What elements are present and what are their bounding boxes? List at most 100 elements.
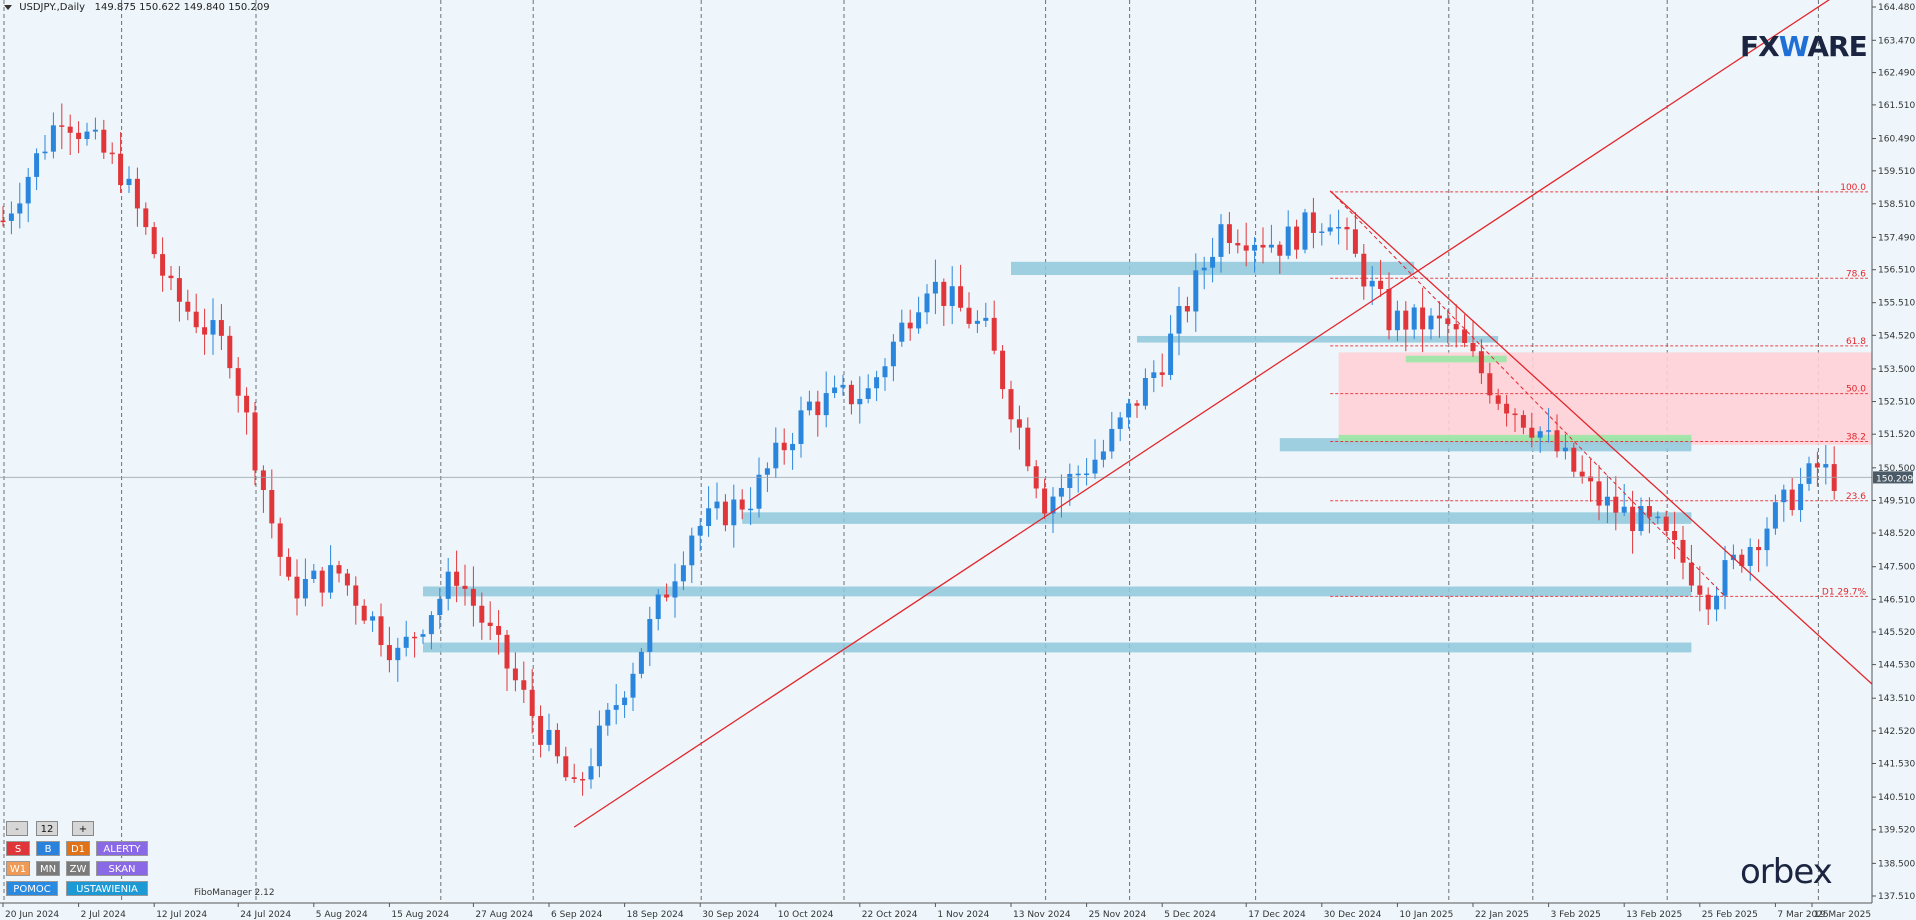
candle-body bbox=[1747, 546, 1753, 566]
y-tick-label: 142.520 bbox=[1878, 727, 1915, 737]
collapse-icon[interactable] bbox=[4, 4, 12, 10]
x-tick-label: 5 Dec 2024 bbox=[1164, 910, 1216, 920]
pomoc-button[interactable]: POMOC bbox=[6, 881, 58, 896]
y-tick-label: 150.500 bbox=[1878, 464, 1915, 474]
decrease-button[interactable]: - bbox=[6, 821, 28, 836]
candle-body bbox=[1109, 428, 1115, 452]
candle-body bbox=[806, 401, 812, 411]
candle-body bbox=[218, 320, 224, 336]
candle-body bbox=[67, 126, 73, 133]
y-tick-label: 156.510 bbox=[1878, 266, 1915, 276]
candle-body bbox=[647, 619, 653, 652]
candle-body bbox=[210, 320, 216, 335]
candle-body bbox=[865, 388, 871, 399]
mn-button[interactable]: MN bbox=[36, 861, 60, 876]
candle-body bbox=[1235, 243, 1241, 246]
pink-zone bbox=[1338, 352, 1877, 445]
candle-body bbox=[1436, 315, 1442, 319]
x-tick-label: 7 Mar 2025 bbox=[1777, 910, 1828, 920]
x-tick-label: 27 Aug 2024 bbox=[475, 910, 533, 920]
candle-body bbox=[328, 565, 334, 593]
candle-body bbox=[563, 756, 569, 778]
candle-body bbox=[1697, 585, 1703, 595]
candle-body bbox=[395, 647, 401, 661]
candle-body bbox=[454, 571, 460, 586]
increase-button[interactable]: + bbox=[72, 821, 94, 836]
candle-body bbox=[706, 508, 712, 526]
period-value[interactable]: 12 bbox=[36, 821, 58, 836]
zw-button[interactable]: ZW bbox=[66, 861, 90, 876]
candle-body bbox=[1252, 244, 1258, 251]
candle-body bbox=[1428, 315, 1434, 330]
candle-body bbox=[8, 213, 14, 221]
candle-body bbox=[420, 634, 426, 637]
candle-body bbox=[1142, 377, 1148, 406]
candle-body bbox=[1285, 226, 1291, 256]
x-tick-label: 15 Aug 2024 bbox=[391, 910, 449, 920]
candle-body bbox=[1319, 231, 1325, 234]
d1-button[interactable]: D1 bbox=[66, 841, 90, 856]
green-zone bbox=[1338, 434, 1692, 442]
candle-body bbox=[1504, 403, 1510, 414]
candle-body bbox=[311, 570, 317, 579]
fib-level-label: 23.6 bbox=[1846, 492, 1866, 502]
x-tick-label: 13 Feb 2025 bbox=[1626, 910, 1682, 920]
candle-body bbox=[244, 395, 250, 413]
candle-body bbox=[1596, 481, 1602, 506]
candle-body bbox=[1714, 595, 1720, 610]
buy-button[interactable]: B bbox=[36, 841, 60, 856]
candle-body bbox=[487, 622, 493, 626]
candle-body bbox=[470, 588, 476, 606]
candle-body bbox=[857, 398, 863, 405]
sr-zone bbox=[1137, 335, 1499, 343]
sell-button[interactable]: S bbox=[6, 841, 30, 856]
candle-body bbox=[496, 625, 502, 635]
ustawienia-button[interactable]: USTAWIENIA bbox=[66, 881, 148, 896]
candle-body bbox=[479, 605, 485, 623]
candle-body bbox=[1042, 488, 1048, 514]
sr-zone bbox=[742, 512, 1692, 524]
candle-body bbox=[1084, 473, 1090, 476]
candle-body bbox=[428, 615, 434, 635]
candle-body bbox=[403, 636, 409, 648]
candle-body bbox=[874, 377, 880, 389]
x-tick-label: 12 Jul 2024 bbox=[156, 910, 207, 920]
candle-body bbox=[1176, 306, 1182, 334]
candle-body bbox=[176, 278, 182, 302]
y-tick-label: 154.520 bbox=[1878, 331, 1915, 341]
candle-body bbox=[1243, 245, 1249, 251]
fib-level-label: 38.2 bbox=[1846, 432, 1866, 442]
candle-body bbox=[916, 312, 922, 329]
candle-body bbox=[269, 490, 275, 524]
sr-zone bbox=[423, 586, 1692, 597]
candle-body bbox=[1394, 310, 1400, 331]
candle-body bbox=[1604, 496, 1610, 506]
trendline bbox=[1329, 190, 1916, 725]
candle-body bbox=[991, 317, 997, 351]
candle-body bbox=[277, 523, 283, 557]
candle-body bbox=[1184, 306, 1190, 312]
candle-body bbox=[344, 573, 350, 586]
candle-body bbox=[1420, 307, 1426, 330]
candle-body bbox=[1512, 413, 1518, 416]
w1-button[interactable]: W1 bbox=[6, 861, 30, 876]
trendline bbox=[1329, 190, 1726, 597]
candle-body bbox=[798, 410, 804, 444]
candle-body bbox=[1075, 473, 1081, 476]
candle-body bbox=[1193, 270, 1199, 312]
alerty-button[interactable]: ALERTY bbox=[96, 841, 148, 856]
candle-body bbox=[1462, 329, 1468, 343]
candle-body bbox=[50, 125, 56, 152]
candle-body bbox=[756, 474, 762, 509]
candle-body bbox=[1268, 244, 1274, 248]
candle-body bbox=[689, 535, 695, 566]
candle-body bbox=[412, 636, 418, 639]
candle-body bbox=[1739, 554, 1745, 566]
candle-body bbox=[1294, 226, 1300, 250]
y-tick-label: 158.510 bbox=[1878, 200, 1915, 210]
candle-body bbox=[1226, 224, 1232, 244]
symbol-name: USDJPY.,Daily bbox=[19, 2, 86, 13]
candle-body bbox=[890, 341, 896, 367]
skan-button[interactable]: SKAN bbox=[96, 861, 148, 876]
